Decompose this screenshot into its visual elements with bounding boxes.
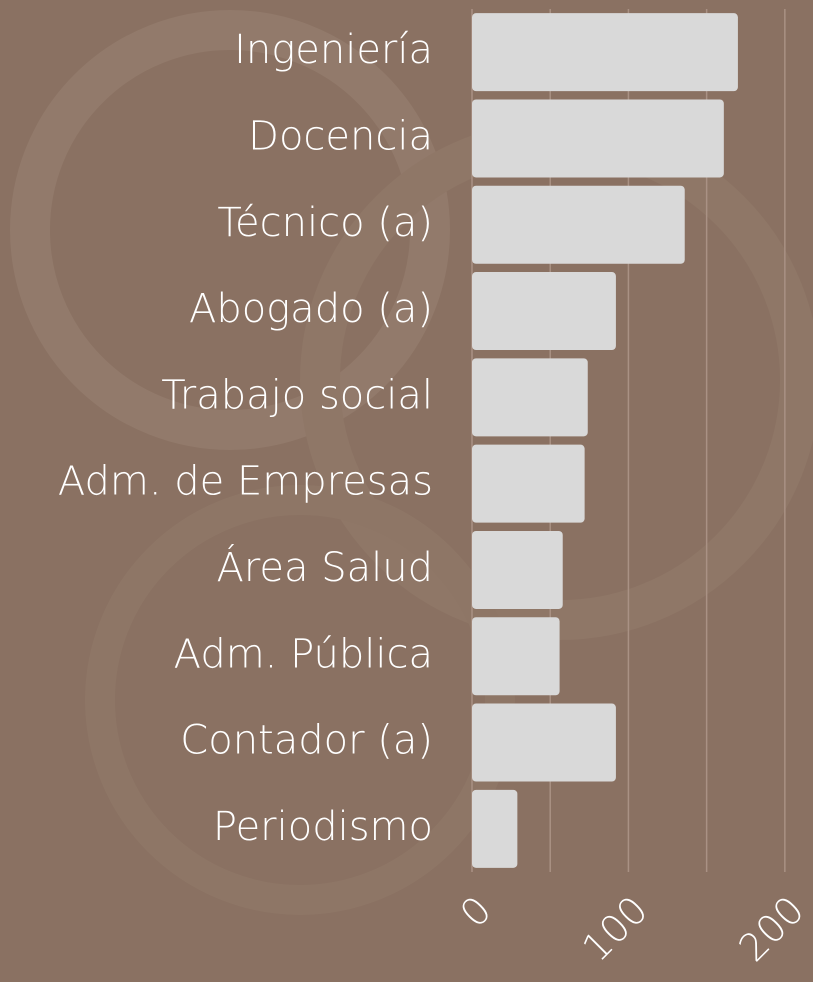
bar [472, 185, 685, 264]
bar [472, 703, 616, 782]
y-tick-label: Docencia [248, 113, 433, 159]
y-tick-label: Ingeniería [234, 27, 433, 73]
bar [472, 530, 563, 609]
bar [472, 13, 738, 92]
decor-circle [85, 485, 515, 915]
y-tick-label: Contador (a) [180, 718, 433, 764]
bar [472, 99, 724, 178]
y-tick-label: Abogado (a) [189, 286, 433, 332]
y-tick-label: Trabajo social [161, 372, 433, 418]
decor-circle [10, 10, 450, 450]
bar [472, 358, 588, 437]
y-tick-label: Técnico (a) [217, 200, 433, 246]
bar [472, 789, 518, 868]
y-tick-label: Periodismo [213, 804, 433, 850]
y-tick-label: Adm. Pública [174, 631, 433, 677]
bar [472, 272, 616, 351]
bar [472, 444, 585, 523]
y-tick-label: Adm. de Empresas [58, 459, 433, 505]
y-tick-label: Área Salud [216, 543, 433, 591]
bar [472, 617, 560, 696]
